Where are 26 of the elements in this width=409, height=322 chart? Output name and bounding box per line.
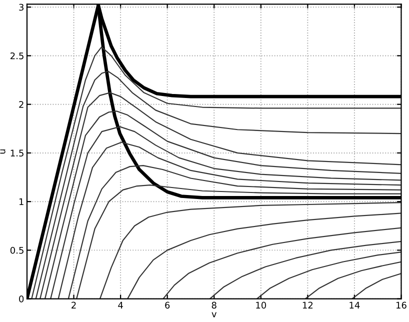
x-tick-label: 12 xyxy=(302,302,313,308)
x-tick-label: 16 xyxy=(396,302,406,309)
line-series xyxy=(256,252,402,299)
line-series xyxy=(209,240,402,299)
y-tick-label: 2 xyxy=(19,101,24,108)
line-series xyxy=(304,261,402,299)
y-tick-label: 3 xyxy=(19,4,24,11)
y-axis-title: u xyxy=(0,149,6,154)
x-axis-title: v xyxy=(212,312,217,318)
x-tick-label: 10 xyxy=(256,302,266,309)
line-series xyxy=(162,227,402,299)
x-tick-label: 6 xyxy=(165,302,170,309)
line-series xyxy=(68,165,402,299)
y-tick-label: 1 xyxy=(19,198,24,206)
line-series xyxy=(127,212,402,299)
x-tick-label: 14 xyxy=(350,302,360,308)
y-tick-label: 0 xyxy=(19,296,24,302)
x-tick-label: 2 xyxy=(72,302,76,308)
line-series xyxy=(76,184,402,299)
line-series xyxy=(99,202,402,299)
line-series xyxy=(352,272,402,299)
y-tick-label: 0.5 xyxy=(10,246,24,254)
y-tick-label: 1.5 xyxy=(10,150,24,157)
x-tick-label: 4 xyxy=(118,302,123,308)
x-tick-label: 8 xyxy=(212,302,216,309)
y-tick-label: 2.5 xyxy=(10,52,24,60)
